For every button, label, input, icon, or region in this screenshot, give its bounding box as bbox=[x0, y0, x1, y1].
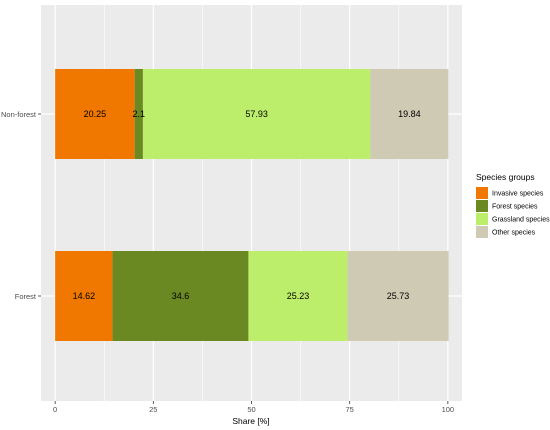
legend-swatch bbox=[476, 187, 488, 199]
legend-items: Invasive species Forest species Grassland … bbox=[476, 187, 550, 238]
legend-swatch bbox=[476, 200, 488, 212]
bar-value-label: 57.93 bbox=[245, 109, 268, 119]
x-tick-label: 0 bbox=[53, 405, 57, 414]
bar-segment bbox=[112, 251, 249, 341]
y-tick-label: Non-forest bbox=[1, 110, 37, 119]
bar-segment bbox=[347, 251, 449, 341]
bars bbox=[55, 69, 449, 341]
legend-label: Other species bbox=[492, 230, 536, 237]
legend: Species groups Invasive species Forest sp… bbox=[476, 172, 550, 238]
x-tick-label: 75 bbox=[346, 405, 354, 414]
bar-segment bbox=[142, 69, 371, 159]
x-axis: 0 25 50 75 100 bbox=[53, 401, 454, 414]
legend-swatch bbox=[476, 213, 488, 225]
bar-segment bbox=[370, 69, 449, 159]
bar-value-label: 2.1 bbox=[133, 109, 146, 119]
bar-segment bbox=[55, 251, 113, 341]
y-axis: Non-forest Forest bbox=[1, 110, 41, 301]
bar-value-label: 14.62 bbox=[73, 291, 96, 301]
y-tick-label: Forest bbox=[15, 292, 37, 301]
legend-label: Forest species bbox=[492, 204, 538, 211]
bar-labels: 20.25 2.1 57.93 19.84 14.62 34.6 25.23 25.73 bbox=[73, 109, 421, 301]
bar-segment bbox=[134, 69, 143, 159]
x-tick-label: 100 bbox=[442, 405, 455, 414]
bar-value-label: 34.6 bbox=[172, 291, 190, 301]
bar-value-label: 25.23 bbox=[287, 291, 310, 301]
bar-segment bbox=[55, 69, 135, 159]
x-tick-label: 25 bbox=[149, 405, 157, 414]
x-axis-title: Share [%] bbox=[232, 416, 269, 426]
bar-segment bbox=[248, 251, 348, 341]
x-tick-label: 50 bbox=[247, 405, 255, 414]
legend-label: Grassland species bbox=[492, 217, 550, 224]
legend-swatch bbox=[476, 226, 488, 238]
bar-value-label: 20.25 bbox=[84, 109, 107, 119]
bar-value-label: 25.73 bbox=[387, 291, 410, 301]
legend-label: Invasive species bbox=[492, 191, 544, 198]
bar-value-label: 19.84 bbox=[398, 109, 421, 119]
legend-title: Species groups bbox=[476, 172, 535, 182]
